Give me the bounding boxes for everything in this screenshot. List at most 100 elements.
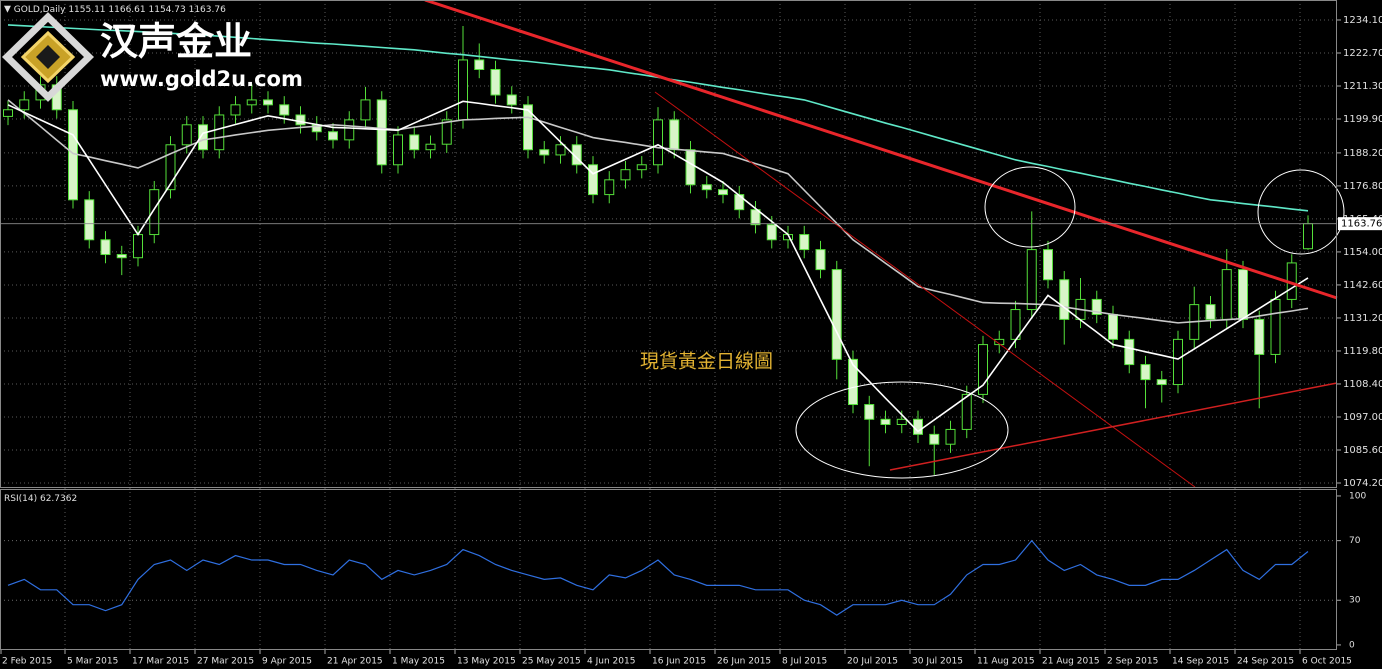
candle-body: [815, 249, 826, 271]
candle-body: [441, 119, 452, 145]
candle-body: [1059, 279, 1070, 320]
candle-body: [588, 164, 598, 196]
last-close: 1163.76: [189, 5, 226, 15]
x-tick-label: 27 Mar 2015: [197, 657, 254, 667]
candle-body: [555, 144, 566, 156]
y-tick-label: 1085.60: [1343, 445, 1382, 456]
candle-body: [506, 94, 517, 106]
y-tick-label: 1188.20: [1343, 148, 1382, 159]
y-tick-label: 1176.80: [1343, 181, 1382, 192]
candle-body: [1173, 338, 1183, 386]
candle-body: [685, 149, 696, 186]
candle-body: [653, 119, 663, 166]
rsi-last: 62.7362: [40, 494, 77, 504]
candle-body: [246, 99, 257, 106]
candle-body: [1026, 249, 1037, 311]
x-tick-label: 1 May 2015: [392, 657, 445, 667]
candle-body: [344, 119, 355, 141]
candle-body: [393, 134, 403, 166]
candle-body: [425, 143, 436, 151]
candle-body: [1124, 338, 1135, 366]
support-line: [889, 382, 1338, 471]
x-tick-label: 16 Jun 2015: [652, 657, 706, 667]
candle-body: [295, 114, 306, 126]
candle-body: [181, 124, 192, 146]
candle-body: [19, 99, 30, 111]
candle-body: [133, 234, 143, 259]
rsi-tick-label: 0: [1349, 640, 1355, 650]
x-tick-label: 8 Jul 2015: [782, 657, 827, 667]
rsi-tick-label: 70: [1349, 536, 1361, 546]
x-tick-label: 11 Aug 2015: [977, 657, 1035, 667]
highlight-ellipse: [984, 166, 1076, 248]
rsi-tick-label: 100: [1349, 491, 1366, 501]
candle-body: [84, 199, 95, 241]
x-tick-label: 9 Apr 2015: [262, 657, 312, 667]
annotation: 現貨黃金日線圖: [640, 351, 773, 373]
candle-body: [620, 169, 631, 181]
last-low: 1154.73: [149, 5, 186, 15]
candle-body: [165, 144, 176, 191]
candle-body: [1303, 223, 1313, 250]
candle-body: [1221, 269, 1232, 320]
candle-body: [1140, 364, 1151, 381]
candle-body: [734, 194, 745, 211]
candle-body: [718, 189, 728, 196]
candle-body: [750, 209, 761, 226]
y-tick-label: 1222.70: [1343, 48, 1382, 59]
y-tick-label: 1074.20: [1343, 478, 1382, 489]
x-tick-label: 4 Jun 2015: [587, 657, 635, 667]
x-tick-label: 30 Jul 2015: [912, 657, 963, 667]
candle-body: [604, 179, 615, 196]
candle-body: [831, 269, 842, 360]
candle-body: [880, 418, 891, 426]
candle-body: [571, 144, 582, 166]
rsi-header: RSI(14) 62.7362: [4, 494, 77, 504]
logo-url: www.gold2u.com: [100, 67, 303, 91]
last-open: 1155.11: [68, 5, 105, 15]
x-tick-label: 21 Aug 2015: [1042, 657, 1100, 667]
axis-layer: 1234.10 1222.70 1211.30 1199.90 1188.20 1176.…: [0, 15, 1382, 667]
candle-body: [1156, 379, 1167, 386]
logo-core: [36, 45, 60, 69]
x-tick-label: 2 Feb 2015: [2, 657, 52, 667]
candle-body: [458, 59, 468, 121]
candle-body: [799, 234, 810, 251]
candle-body: [523, 104, 533, 151]
grid-layer: [0, 0, 1337, 650]
rsi-tick-label: 30: [1349, 596, 1361, 606]
y-tick-label: 1142.60: [1343, 280, 1382, 291]
candle-body: [149, 189, 160, 236]
candle-body: [848, 358, 858, 406]
x-tick-label: 21 Apr 2015: [327, 657, 383, 667]
candle-body: [945, 428, 956, 445]
x-tick-label: 5 Mar 2015: [67, 657, 118, 667]
candle-body: [1043, 249, 1053, 281]
y-tick-label: 1199.90: [1343, 114, 1382, 125]
last-price-label: 1163.76: [1341, 219, 1382, 230]
main-frame: [0, 0, 1337, 488]
candle-body: [994, 338, 1005, 346]
candle-body: [409, 134, 420, 151]
y-tick-label: 1119.80: [1343, 346, 1382, 357]
last-high: 1166.61: [108, 5, 145, 15]
candle-body: [669, 119, 680, 151]
candle-layer: [3, 26, 1313, 475]
candle-body: [929, 433, 940, 445]
x-tick-label: 24 Sep 2015: [1237, 657, 1294, 667]
x-tick-label: 14 Sep 2015: [1172, 657, 1229, 667]
candle-body: [1238, 269, 1248, 320]
candle-body: [961, 393, 972, 430]
candle-body: [100, 239, 111, 256]
y-tick-label: 1234.10: [1343, 15, 1382, 26]
highlight-ellipse: [795, 381, 1009, 479]
candle-body: [214, 114, 225, 151]
y-tick-label: 1097.00: [1343, 412, 1382, 423]
candle-body: [636, 164, 647, 171]
candle-body: [376, 99, 387, 166]
candle-body: [474, 59, 485, 70]
symbol: GOLD,Daily: [14, 5, 66, 15]
